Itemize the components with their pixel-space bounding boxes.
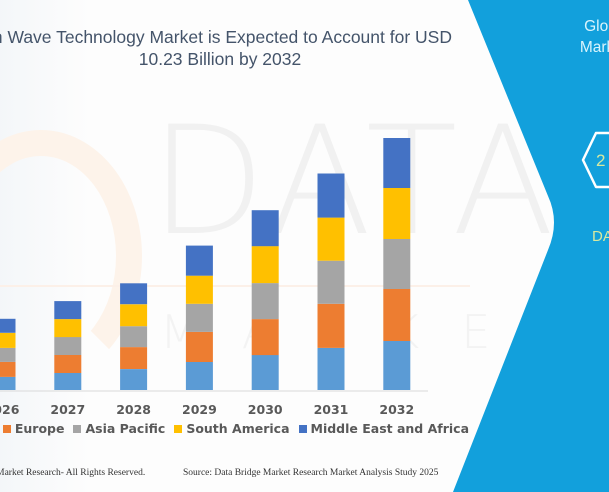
- chart-title: m Wave Technology Market is Expected to …: [0, 26, 500, 70]
- bar-segment-asia-pacific-2028: [120, 326, 148, 348]
- bar-segment-europe-2031: [317, 303, 345, 348]
- legend-item: Middle East and Africa: [298, 421, 470, 436]
- bar-segment-south-america-2029: [185, 275, 213, 304]
- side-panel-shape: [453, 0, 609, 492]
- chart-title-line-2: 10.23 Billion by 2032: [138, 49, 302, 69]
- legend-swatch: [2, 424, 11, 433]
- bar-stack-2030: [251, 210, 279, 390]
- bar-stack-2026: [0, 318, 16, 390]
- x-tick-label: 2028: [116, 402, 151, 417]
- bar-segment-south-america-2032: [383, 188, 411, 239]
- watermark-divider: [0, 285, 470, 287]
- legend-label: South America: [186, 421, 290, 436]
- hexagon-value: 2: [596, 151, 606, 170]
- legend-swatch: [298, 424, 307, 433]
- legend-swatch: [73, 424, 82, 433]
- legend-item: Asia Pacific: [73, 421, 165, 436]
- legend-swatch: [174, 424, 183, 433]
- bar-stack-2028: [120, 283, 148, 390]
- bar-segment-middle-east-and-africa-2031: [317, 173, 345, 218]
- x-tick-label: 2029: [182, 402, 217, 417]
- bar-stack-2032: [383, 138, 411, 390]
- bar-segment-north-america-2032: [383, 341, 411, 390]
- bar-stack-2027: [54, 301, 82, 390]
- x-tick-label: 2030: [248, 402, 283, 417]
- bar-segment-south-america-2031: [317, 217, 345, 261]
- bar-segment-europe-2028: [120, 347, 148, 369]
- legend-label: Middle East and Africa: [310, 421, 470, 436]
- chart-title-line-1: m Wave Technology Market is Expected to …: [0, 27, 452, 47]
- bar-segment-north-america-2028: [120, 369, 148, 390]
- bar-segment-north-america-2031: [317, 347, 345, 390]
- bar-stack-2029: [185, 245, 213, 390]
- bar-segment-south-america-2027: [54, 319, 82, 338]
- bar-segment-middle-east-and-africa-2030: [251, 210, 279, 247]
- bar-segment-asia-pacific-2031: [317, 260, 345, 304]
- bar-segment-middle-east-and-africa-2028: [120, 283, 148, 305]
- bar-segment-europe-2030: [251, 319, 279, 356]
- bars-group: [0, 138, 411, 390]
- bar-segment-europe-2026: [0, 361, 16, 377]
- x-tick-label: 2031: [314, 402, 349, 417]
- bar-segment-europe-2032: [383, 289, 411, 341]
- bar-segment-asia-pacific-2030: [251, 283, 279, 320]
- side-panel-title-line-2: Market, B: [579, 39, 609, 56]
- legend-label: Europe: [14, 421, 65, 436]
- x-tick-label: 2026: [0, 402, 20, 417]
- bar-segment-asia-pacific-2032: [383, 239, 411, 289]
- bar-segment-north-america-2030: [251, 355, 279, 390]
- bar-segment-middle-east-and-africa-2027: [54, 301, 82, 320]
- bar-segment-asia-pacific-2029: [185, 303, 213, 332]
- footer-copyright: © Data Bridge Market Research- All Right…: [0, 468, 146, 478]
- bar-stack-2031: [317, 173, 345, 390]
- legend-item: Europe: [2, 421, 65, 436]
- x-tick-labels: 2026 2027 2028 2029 2030 2031 2032: [0, 402, 414, 417]
- x-tick-label: 2032: [379, 402, 414, 417]
- bar-segment-north-america-2027: [54, 373, 82, 390]
- bar-segment-middle-east-and-africa-2026: [0, 318, 16, 333]
- bar-segment-north-america-2029: [185, 361, 213, 390]
- bar-segment-south-america-2028: [120, 304, 148, 327]
- side-panel-title: Global 5 Market, B: [528, 16, 609, 58]
- footer-source: Source: Data Bridge Market Research Mark…: [183, 468, 439, 478]
- bar-segment-south-america-2026: [0, 332, 16, 348]
- bar-segment-middle-east-and-africa-2029: [185, 245, 213, 276]
- bar-segment-asia-pacific-2027: [54, 337, 82, 355]
- bar-segment-middle-east-and-africa-2032: [383, 138, 411, 188]
- legend-label: Asia Pacific: [85, 421, 166, 436]
- bar-segment-south-america-2030: [251, 246, 279, 284]
- hexagon-outline: [581, 131, 609, 189]
- side-panel-title-line-1: Global 5: [584, 18, 609, 35]
- bar-segment-europe-2027: [54, 355, 82, 373]
- x-tick-label: 2027: [50, 402, 85, 417]
- side-panel-label: DA: [592, 228, 609, 245]
- legend-item: South America: [174, 421, 290, 436]
- bar-segment-asia-pacific-2026: [0, 347, 16, 362]
- bar-segment-north-america-2026: [0, 376, 16, 390]
- bar-segment-europe-2029: [185, 331, 213, 362]
